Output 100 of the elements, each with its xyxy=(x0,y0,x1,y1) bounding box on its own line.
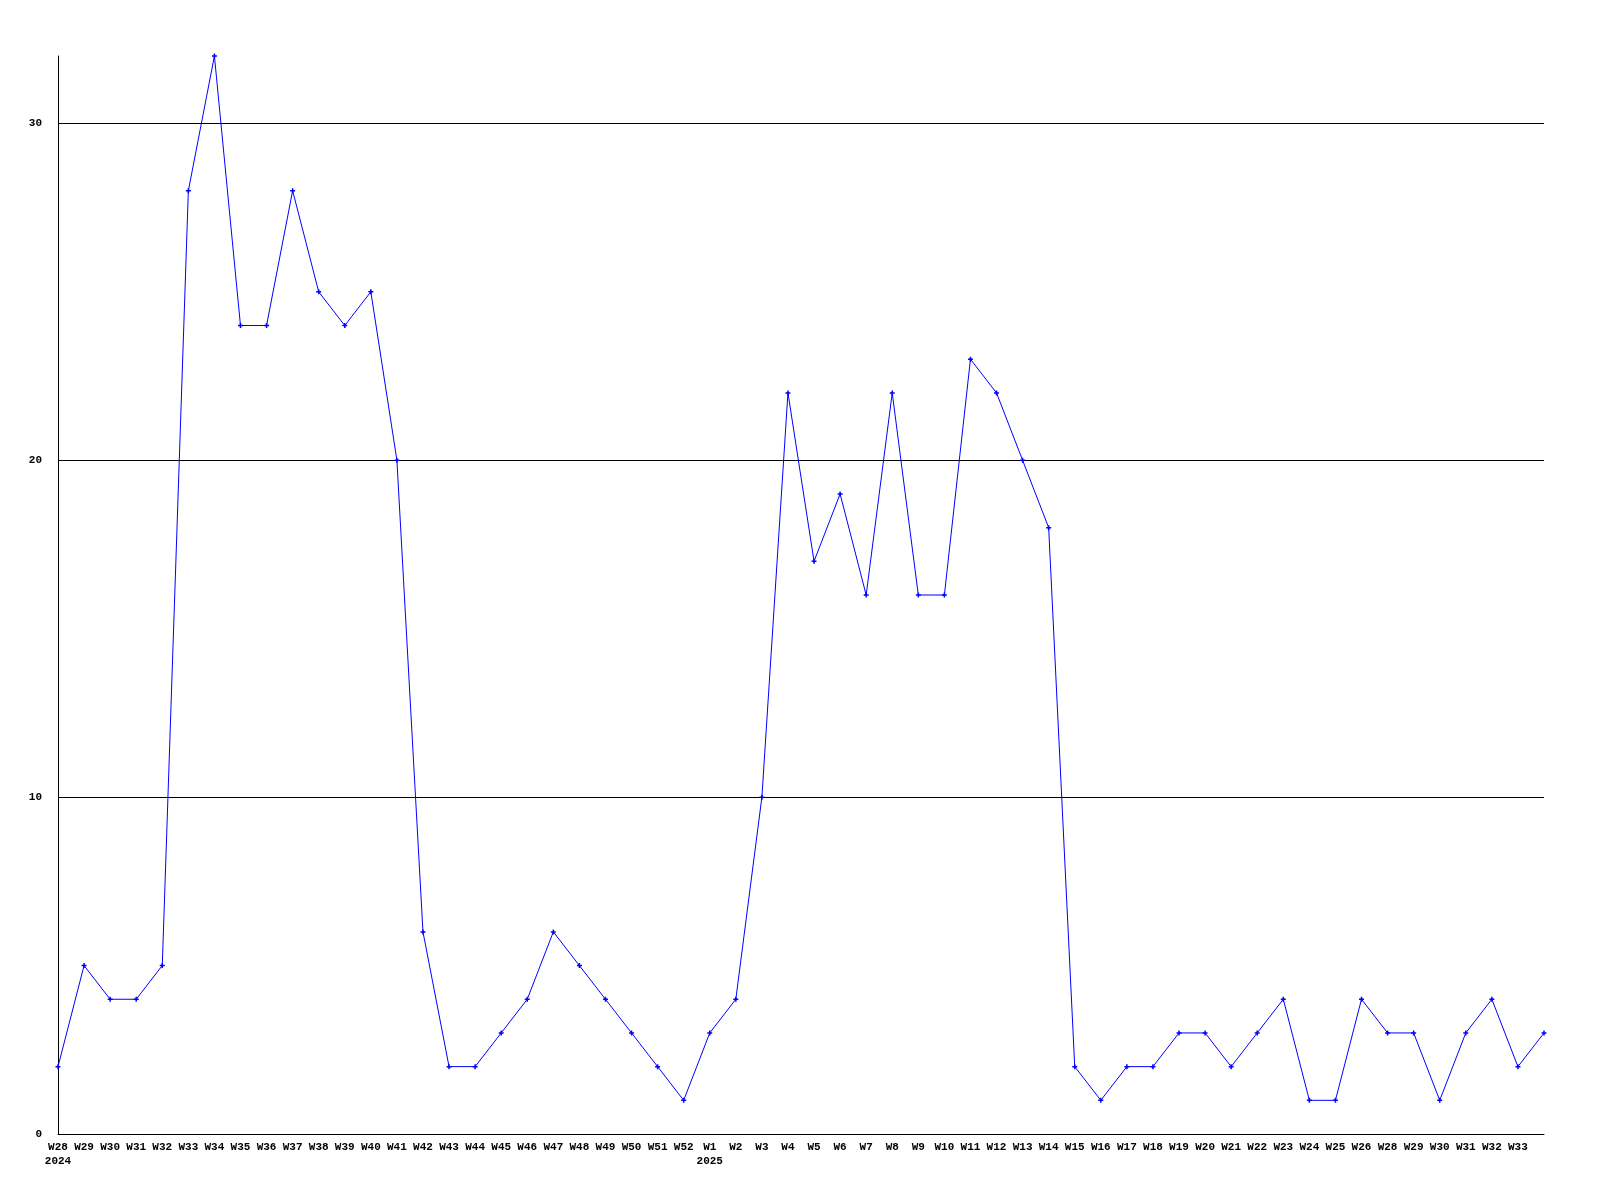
point xyxy=(759,794,765,800)
x-tick-label: W48 xyxy=(569,1141,590,1153)
x-tick-label: W23 xyxy=(1273,1141,1294,1153)
x-tick-label: W22 xyxy=(1247,1141,1268,1153)
x-tick-label: W33 xyxy=(178,1141,199,1153)
x-tick-label: W9 xyxy=(911,1141,925,1153)
y-tick-label: 30 xyxy=(28,117,42,130)
point xyxy=(1541,1030,1547,1036)
x-tick-label: W32 xyxy=(152,1141,173,1153)
x-tick-label: W20 xyxy=(1195,1141,1215,1153)
x-tick-label: W19 xyxy=(1169,1141,1189,1153)
x-tick-label: W24 xyxy=(1299,1141,1320,1153)
x-tick-label: W42 xyxy=(413,1141,433,1153)
x-tick-label: W16 xyxy=(1090,1141,1111,1153)
point xyxy=(941,592,947,598)
x-tick-label: W18 xyxy=(1143,1141,1164,1153)
point xyxy=(1176,1030,1182,1036)
point xyxy=(1385,1030,1391,1036)
x-tick-label: W34 xyxy=(204,1141,225,1153)
x-tick-label: W14 xyxy=(1038,1141,1059,1153)
x-tick-label: W50 xyxy=(621,1141,642,1153)
x-tick-label: W1 2025 xyxy=(696,1141,724,1167)
y-tick-label: 0 xyxy=(35,1128,42,1140)
x-tick-label: W17 xyxy=(1116,1141,1137,1153)
x-tick-label: W49 xyxy=(595,1141,616,1153)
point xyxy=(1228,1064,1234,1070)
x-tick-label: W28 2024 xyxy=(44,1141,72,1167)
x-tick-label: W47 xyxy=(543,1141,564,1153)
point xyxy=(629,1030,635,1036)
x-tick-label: W35 xyxy=(230,1141,251,1153)
point xyxy=(133,996,139,1002)
x-tick-label: W13 xyxy=(1012,1141,1033,1153)
x-tick-label: W25 xyxy=(1325,1141,1346,1153)
x-tick-label: W12 xyxy=(986,1141,1007,1153)
x-tick-label: W45 xyxy=(491,1141,512,1153)
point xyxy=(446,1064,452,1070)
x-tick-label: W36 xyxy=(256,1141,277,1153)
x-tick-label: W21 xyxy=(1221,1141,1242,1153)
point xyxy=(394,457,400,463)
point xyxy=(837,491,843,497)
x-tick-label: W39 xyxy=(334,1141,355,1153)
point xyxy=(785,390,791,396)
point xyxy=(1463,1030,1469,1036)
point xyxy=(811,558,817,564)
point xyxy=(211,53,217,59)
x-tick-label: W31 xyxy=(126,1141,147,1153)
point xyxy=(967,356,973,362)
x-tick-label: W44 xyxy=(465,1141,486,1153)
x-tick-label: W7 xyxy=(859,1141,873,1153)
point xyxy=(1202,1030,1208,1036)
x-tick-label: W10 xyxy=(934,1141,955,1153)
x-tick-label: W15 xyxy=(1064,1141,1086,1153)
y-tick-label: 20 xyxy=(28,454,42,467)
x-tick-label: W31 xyxy=(1455,1141,1477,1153)
x-tick-label: W28 xyxy=(1377,1141,1398,1153)
x-tick-label: W41 xyxy=(387,1141,408,1153)
x-tick-label: W32 xyxy=(1481,1141,1502,1153)
point xyxy=(1124,1064,1130,1070)
point xyxy=(733,996,739,1002)
point xyxy=(420,929,426,935)
x-tick-label: W46 xyxy=(517,1141,538,1153)
point xyxy=(889,390,895,396)
x-tick-label: W37 xyxy=(282,1141,303,1153)
x-tick-label: W51 xyxy=(647,1141,668,1153)
x-tick-label: W38 xyxy=(308,1141,329,1153)
x-tick-label: W43 xyxy=(439,1141,460,1153)
point xyxy=(55,1064,61,1070)
x-tick-label: W11 xyxy=(960,1141,981,1153)
x-tick-label: W29 xyxy=(1403,1141,1424,1153)
point xyxy=(1515,1064,1521,1070)
x-tick-label: W30 xyxy=(1429,1141,1450,1153)
x-tick-label: W30 xyxy=(100,1141,121,1153)
point xyxy=(368,289,374,295)
x-tick-label: W5 xyxy=(807,1141,822,1153)
point xyxy=(1150,1064,1156,1070)
x-tick-label: W8 xyxy=(885,1141,900,1153)
point xyxy=(498,1030,504,1036)
point xyxy=(1254,1030,1260,1036)
point xyxy=(472,1064,478,1070)
point xyxy=(550,929,556,935)
x-tick-label: W52 xyxy=(673,1141,694,1153)
point xyxy=(994,390,1000,396)
point xyxy=(707,1030,713,1036)
point xyxy=(915,592,921,598)
point xyxy=(863,592,869,598)
x-tick-label: W4 xyxy=(781,1141,795,1153)
y-tick-label: 10 xyxy=(28,791,42,804)
point xyxy=(1489,996,1495,1002)
x-tick-label: W40 xyxy=(360,1141,381,1153)
point xyxy=(107,996,113,1002)
x-tick-label: W26 xyxy=(1351,1141,1372,1153)
point xyxy=(185,188,191,194)
x-tick-label: W6 xyxy=(833,1141,847,1153)
point xyxy=(342,323,348,328)
point xyxy=(1411,1030,1417,1036)
point xyxy=(290,188,296,194)
point xyxy=(316,289,322,295)
point xyxy=(81,963,87,969)
x-tick-label: W2 xyxy=(729,1141,743,1153)
x-tick-label: W33 xyxy=(1508,1141,1529,1153)
